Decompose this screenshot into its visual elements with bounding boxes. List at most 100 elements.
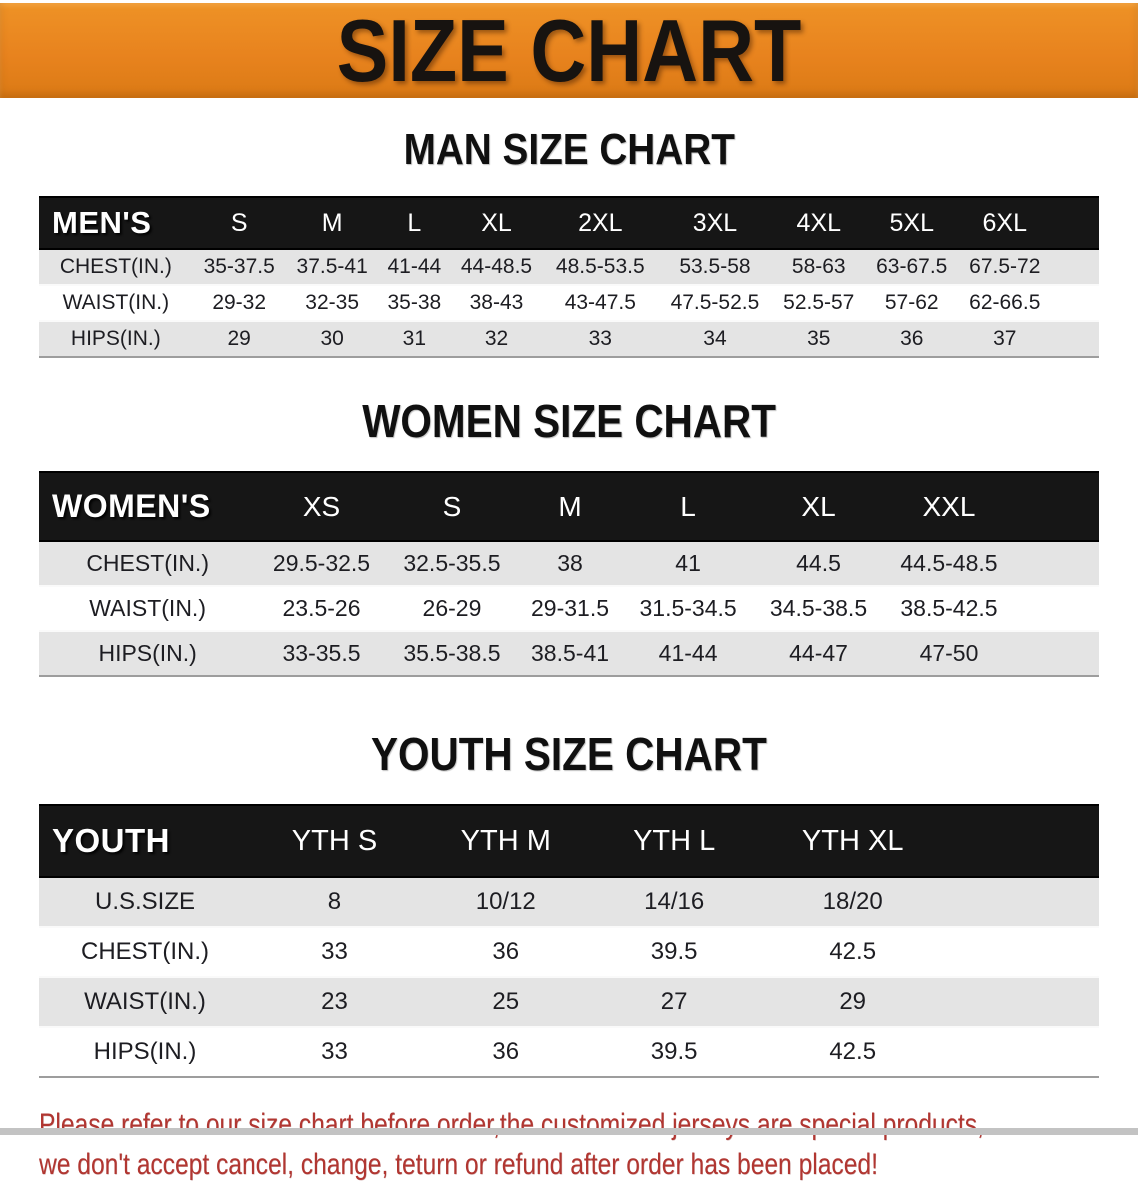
youth-size-value: 39.5: [650, 938, 698, 965]
spacer-cell: [1051, 321, 1099, 357]
womens-size-value: 41: [675, 550, 701, 576]
womens-size-column-header: XL: [753, 471, 884, 542]
youth-measurement-row: HIPS(IN.) 33 36 39.5 42.5: [39, 1027, 1099, 1077]
womens-size-value: 31.5-34.5: [639, 595, 737, 621]
youth-measurement-row: U.S.SIZE 8 10/12 14/16 18/20: [39, 877, 1099, 927]
page-title: SIZE CHART: [336, 0, 802, 100]
womens-measurement-row: CHEST(IN.) 29.5-32.5 32.5-35.5 38 41 44.5 44.5…: [39, 541, 1099, 586]
womens-size-value: 32.5-35.5: [403, 550, 501, 576]
youth-size-value: 33: [321, 938, 348, 965]
mens-size-value: 44-48.5: [460, 255, 533, 278]
youth-size-value: 42.5: [829, 1038, 877, 1065]
mens-size-value: 52.5-57: [783, 291, 855, 314]
mens-size-value: 31: [402, 327, 426, 350]
spacer-cell: [1051, 196, 1099, 250]
youth-size-value: 23: [321, 988, 348, 1015]
youth-table-title: YOUTH: [39, 804, 251, 878]
spacer-cell: [951, 1027, 1099, 1077]
youth-size-value: 39.5: [650, 1038, 698, 1065]
youth-size-value: 33: [321, 1038, 348, 1065]
mens-size-column-header: 3XL: [657, 196, 773, 250]
womens-size-value: 38: [557, 550, 583, 576]
spacer-cell: [1014, 541, 1099, 586]
womens-size-value: 44.5: [796, 550, 841, 576]
mens-table-title: MEN'S: [39, 196, 193, 250]
womens-size-value: 33-35.5: [282, 640, 361, 666]
mens-size-value: 63-67.5: [876, 255, 948, 278]
youth-size-value: 27: [660, 988, 688, 1015]
mens-size-value: 62-66.5: [969, 291, 1041, 314]
youth-section-heading: YOUTH SIZE CHART: [39, 731, 1099, 777]
womens-size-value: 44-47: [789, 640, 848, 666]
spacer-cell: [951, 927, 1099, 977]
size-chart-banner: SIZE CHART: [0, 3, 1138, 98]
mens-size-value: 37.5-41: [296, 255, 368, 278]
youth-row-label: WAIST(IN.): [84, 988, 206, 1015]
womens-size-column-header: XS: [256, 471, 387, 542]
mens-row-label: WAIST(IN.): [62, 291, 170, 314]
womens-size-value: 26-29: [422, 595, 482, 621]
women-section-heading: WOMEN SIZE CHART: [39, 398, 1099, 444]
women-size-section: WOMEN SIZE CHART WOMEN'S XS S M L XL XXL CHEST(…: [39, 398, 1099, 677]
mens-size-column-header: L: [378, 196, 450, 250]
mens-size-value: 35: [807, 327, 831, 350]
youth-size-column-header: YTH M: [417, 804, 594, 878]
mens-size-column-header: 5XL: [865, 196, 959, 250]
womens-size-value: 29.5-32.5: [272, 550, 371, 576]
youth-size-value: 14/16: [644, 888, 705, 915]
youth-size-value: 42.5: [829, 938, 877, 965]
mens-size-column-header: 4XL: [772, 196, 866, 250]
mens-size-value: 57-62: [884, 291, 939, 314]
youth-section-heading-text: YOUTH SIZE CHART: [371, 728, 767, 780]
mens-row-label: HIPS(IN.): [70, 327, 161, 350]
youth-size-section: YOUTH SIZE CHART YOUTH YTH S YTH M YTH L YTH…: [39, 731, 1099, 1078]
youth-row-label: CHEST(IN.): [81, 938, 209, 965]
womens-size-value: 44.5-48.5: [900, 550, 998, 576]
womens-row-label: WAIST(IN.): [89, 595, 206, 621]
mens-size-value: 32-35: [305, 291, 360, 314]
womens-size-value: 38.5-42.5: [900, 595, 998, 621]
mens-size-value: 53.5-58: [679, 255, 751, 278]
mens-size-value: 41-44: [387, 255, 442, 278]
mens-size-value: 67.5-72: [969, 255, 1041, 278]
mens-size-column-header: 2XL: [542, 196, 658, 250]
womens-size-column-header: XXL: [883, 471, 1015, 542]
womens-row-label: HIPS(IN.): [98, 640, 197, 666]
youth-size-value: 18/20: [822, 888, 883, 915]
spacer-cell: [1051, 285, 1099, 321]
spacer-cell: [1014, 471, 1099, 542]
women-section-heading-text: WOMEN SIZE CHART: [362, 395, 776, 447]
youth-measurement-row: WAIST(IN.) 23 25 27 29: [39, 977, 1099, 1027]
mens-size-value: 30: [320, 327, 344, 350]
youth-measurement-row: CHEST(IN.) 33 36 39.5 42.5: [39, 927, 1099, 977]
men-section-heading-text: MAN SIZE CHART: [403, 125, 735, 174]
men-section-heading: MAN SIZE CHART: [39, 128, 1099, 172]
youth-size-column-header: YTH XL: [754, 804, 951, 878]
mens-size-column-header: S: [192, 196, 286, 250]
mens-measurement-row: CHEST(IN.) 35-37.5 37.5-41 41-44 44-48.5 48.5…: [39, 249, 1099, 285]
womens-row-label: CHEST(IN.): [86, 550, 209, 576]
mens-size-value: 35-37.5: [203, 255, 275, 278]
spacer-cell: [1014, 631, 1099, 676]
womens-size-value: 47-50: [919, 640, 979, 666]
mens-size-value: 37: [993, 327, 1017, 350]
mens-size-column-header: XL: [450, 196, 543, 250]
mens-size-value: 32: [484, 327, 509, 350]
mens-size-value: 58-63: [791, 255, 846, 278]
womens-size-value: 35.5-38.5: [403, 640, 501, 666]
spacer-cell: [950, 804, 1099, 878]
footer-disclaimer-line1: Please refer to our size chart before or…: [39, 1108, 984, 1141]
womens-measurement-row: WAIST(IN.) 23.5-26 26-29 29-31.5 31.5-34.5 34…: [39, 586, 1099, 631]
youth-row-label: HIPS(IN.): [93, 1038, 197, 1065]
youth-row-label: U.S.SIZE: [94, 888, 196, 915]
mens-size-value: 35-38: [387, 291, 442, 314]
spacer-cell: [951, 877, 1099, 927]
mens-size-value: 34: [703, 327, 727, 350]
womens-size-value: 34.5-38.5: [769, 595, 868, 621]
mens-measurement-row: HIPS(IN.) 29 30 31 32 33 34 35 36 37: [39, 321, 1099, 357]
mens-size-value: 48.5-53.5: [555, 255, 645, 278]
womens-size-value: 38.5-41: [531, 640, 610, 666]
mens-size-value: 36: [900, 327, 924, 350]
mens-row-label: CHEST(IN.): [59, 255, 172, 278]
mens-size-value: 38-43: [469, 291, 524, 314]
